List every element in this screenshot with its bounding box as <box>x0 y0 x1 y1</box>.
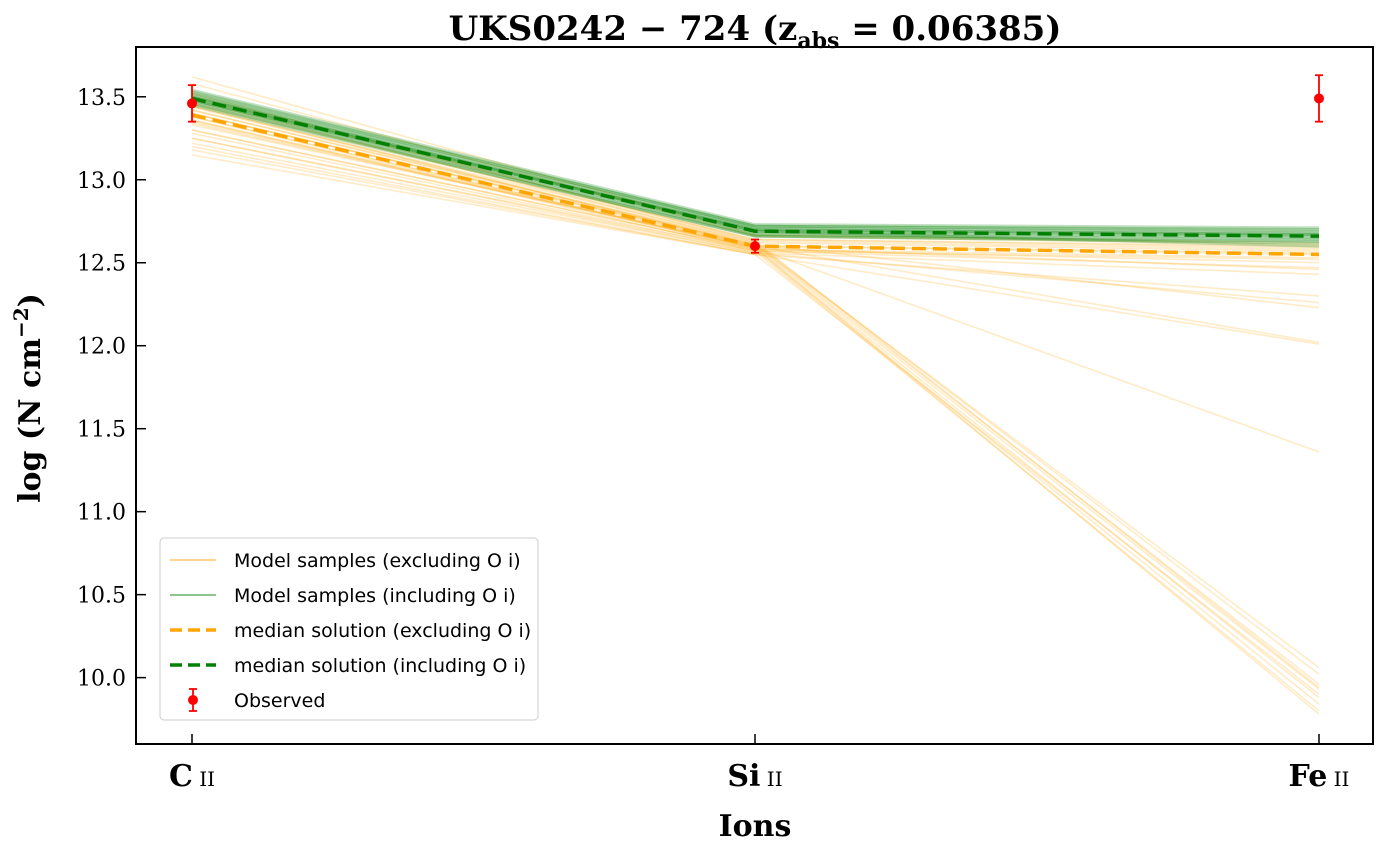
y-tick-label-2: 11.0 <box>77 501 126 526</box>
x-axis-ticks: C II Si II Fe II <box>169 734 1349 794</box>
legend-label-4: Observed <box>234 690 325 712</box>
sample-line-excluding-12 <box>191 149 1320 297</box>
sample-line-including-0 <box>191 96 1320 238</box>
y-axis-label: log (N cm−2) <box>9 293 48 503</box>
sample-line-excluding-19 <box>191 76 1320 244</box>
y-tick-label-3: 11.5 <box>77 418 126 443</box>
sample-line-including-7 <box>191 90 1320 233</box>
y-tick-label-5: 12.5 <box>77 252 126 277</box>
y-tick-label-4: 12.0 <box>77 335 126 360</box>
sample-line-including-6 <box>191 101 1320 245</box>
legend-box <box>159 537 539 721</box>
sample-line-including-3 <box>191 93 1320 235</box>
y-tick-label-7: 13.5 <box>77 86 126 111</box>
y-tick-label-6: 13.0 <box>77 169 126 194</box>
legend-label-1: Model samples (including O i) <box>234 585 516 607</box>
y-axis-ticks: 10.0 10.5 11.0 11.5 12.0 12.5 13.0 13.5 <box>77 86 146 692</box>
chart-title: UKS0242 − 724 (zabs = 0.06385) <box>449 9 1062 54</box>
median-line-including <box>191 96 1320 238</box>
y-tick-label-1: 10.5 <box>77 584 126 609</box>
x-axis-label: Ions <box>719 809 792 844</box>
legend-label-3: median solution (including O i) <box>234 655 526 677</box>
sample-line-including-4 <box>191 100 1320 242</box>
observed-point-0 <box>187 98 197 109</box>
observed-point-2 <box>1314 93 1324 104</box>
legend-label-0: Model samples (excluding O i) <box>234 550 521 572</box>
sample-line-including-9 <box>191 88 1320 230</box>
observed-point-1 <box>750 241 760 252</box>
x-tick-label-1: Si II <box>727 759 782 794</box>
sample-line-excluding-28 <box>191 154 1320 695</box>
sample-line-excluding-18 <box>191 82 1320 246</box>
observed-points-group <box>187 74 1324 254</box>
sample-line-excluding-13 <box>191 137 1320 304</box>
legend-swatch-point <box>188 695 198 705</box>
sample-line-excluding-17 <box>191 115 1320 453</box>
sample-line-including-11 <box>191 98 1320 237</box>
x-tick-label-2: Fe II <box>1289 759 1350 794</box>
sample-line-excluding-16 <box>191 145 1320 345</box>
legend-label-2: median solution (excluding O i) <box>234 620 531 642</box>
sample-line-including-5 <box>191 92 1320 232</box>
legend: Model samples (excluding O i) Model sampl… <box>159 537 539 721</box>
x-tick-label-0: C II <box>169 759 215 794</box>
sample-line-including-8 <box>191 103 1320 243</box>
y-tick-label-0: 10.0 <box>77 667 126 692</box>
chart-title-subscript: abs <box>797 28 839 54</box>
